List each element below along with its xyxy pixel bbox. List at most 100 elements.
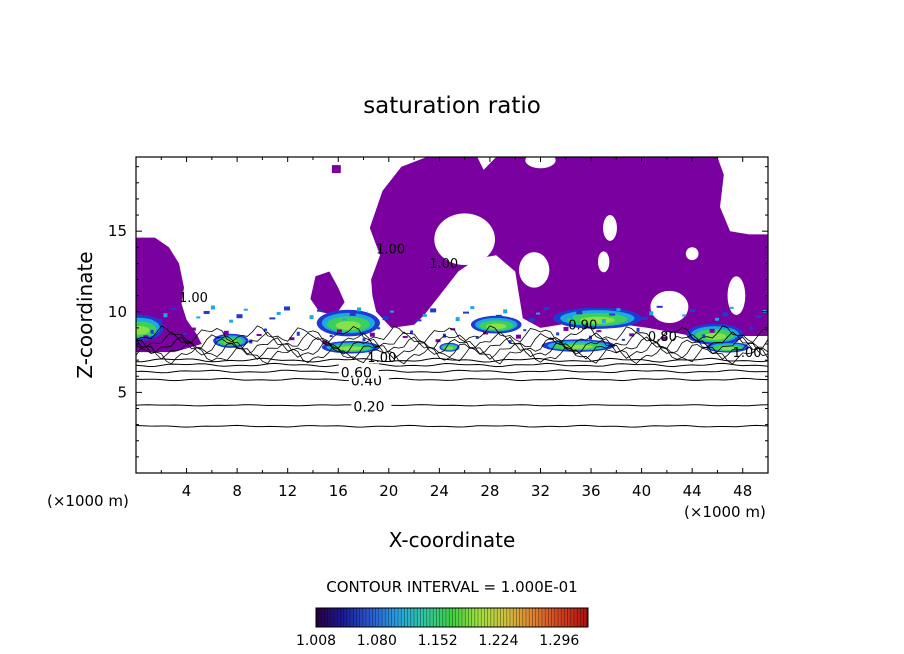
speckle <box>402 335 408 338</box>
contour-inline-label: 0.90 <box>568 319 597 334</box>
x-tick-label: 40 <box>632 482 651 500</box>
supersat-region <box>331 165 341 174</box>
speckle <box>755 315 762 318</box>
speckle <box>269 317 276 320</box>
x-tick-label: 16 <box>329 482 348 500</box>
contour-inline-label: 1.00 <box>179 291 208 306</box>
contour-line-wavy <box>136 325 768 344</box>
speckle <box>729 306 734 309</box>
contour-lines <box>136 325 768 428</box>
core-lime <box>486 323 507 330</box>
speckle <box>316 309 323 312</box>
x-axis-unit-right: (×1000 m) <box>684 503 766 521</box>
x-tick-label: 4 <box>182 482 192 500</box>
speckle <box>322 340 328 345</box>
speckle <box>336 329 342 333</box>
core-lime <box>136 325 150 335</box>
speckle <box>616 308 621 312</box>
speckle <box>662 336 668 341</box>
x-tick-label: 20 <box>379 482 398 500</box>
y-tick-label: 15 <box>108 222 127 240</box>
speckle <box>163 313 168 318</box>
contour-inline-label: 1.00 <box>733 346 762 361</box>
y-axis-label: Z-coordinate <box>73 251 97 378</box>
plot-area: 0.200.400.600.801.001.001.001.001.000.90 <box>136 157 768 428</box>
speckle <box>196 316 201 319</box>
speckle <box>656 305 663 308</box>
speckle <box>369 332 375 337</box>
speckle <box>263 328 267 332</box>
core-lime <box>718 346 737 350</box>
speckle <box>430 308 437 313</box>
speckle <box>735 337 739 342</box>
speckle <box>377 327 381 330</box>
x-tick-label: 36 <box>581 482 600 500</box>
speckle <box>342 318 347 321</box>
speckle <box>410 330 414 334</box>
speckle <box>536 312 541 315</box>
contour-inline-label: 0.80 <box>648 330 677 345</box>
speckle <box>296 331 300 336</box>
speckle <box>455 317 460 322</box>
core-lime <box>335 321 361 330</box>
colorbar-label: 1.224 <box>478 633 518 649</box>
colorbar-label: 1.080 <box>357 633 397 649</box>
speckle <box>568 315 573 319</box>
speckle <box>682 314 687 317</box>
speckle <box>576 310 583 315</box>
contour-line <box>136 369 768 374</box>
contour-line-wavy <box>136 331 768 349</box>
colorbar-lines <box>317 608 588 627</box>
speckle <box>563 326 569 331</box>
core-lime <box>339 346 363 351</box>
speckle <box>362 338 366 342</box>
speckle <box>722 312 729 317</box>
speckle <box>689 309 696 313</box>
speckle <box>495 314 502 318</box>
colorbar-label: 1.296 <box>539 633 579 649</box>
x-axis-ticks: 4 8 12 16 20 24 28 32 36 40 44 48 <box>160 157 752 500</box>
contour-inline-label: 1.00 <box>429 257 458 272</box>
speckle <box>229 319 234 323</box>
plot-frame <box>135 156 769 474</box>
speckle <box>715 317 720 321</box>
y-tick-label: 10 <box>108 303 127 321</box>
speckle <box>210 305 215 310</box>
clear-pocket <box>685 247 699 261</box>
clear-pocket <box>603 215 617 241</box>
contour-label: 0.60 <box>341 365 372 381</box>
x-tick-label: 32 <box>531 482 550 500</box>
supersat-region <box>369 157 768 336</box>
speckle <box>475 336 479 339</box>
speckle <box>503 309 508 314</box>
speckle <box>156 318 163 322</box>
speckle <box>422 313 427 317</box>
speckle <box>329 334 333 337</box>
contour-line <box>136 357 768 363</box>
core-lime <box>445 346 454 350</box>
contour-label-bg <box>351 397 392 413</box>
speckle <box>236 314 243 319</box>
contour-line <box>136 362 768 368</box>
speckle <box>389 310 394 313</box>
x-tick-label: 48 <box>733 482 752 500</box>
contour-line <box>136 424 768 428</box>
speckle <box>176 338 182 343</box>
contour-line <box>136 404 768 407</box>
clear-pocket <box>727 276 746 316</box>
contour-label: 0.20 <box>353 399 384 415</box>
speckle <box>183 333 187 336</box>
speckle <box>649 311 654 316</box>
speckle <box>589 335 593 340</box>
clear-pocket <box>525 157 556 169</box>
colorbar <box>315 607 589 628</box>
speckle <box>289 337 295 341</box>
contour-inline-label: 1.00 <box>376 243 405 258</box>
contour-line-wavy <box>136 336 768 355</box>
speckle <box>596 330 602 333</box>
clear-pocket <box>650 290 689 324</box>
speckle <box>203 310 210 314</box>
contour-labels: 0.200.400.600.801.001.001.001.001.000.90 <box>179 243 762 416</box>
speckle <box>483 331 489 335</box>
